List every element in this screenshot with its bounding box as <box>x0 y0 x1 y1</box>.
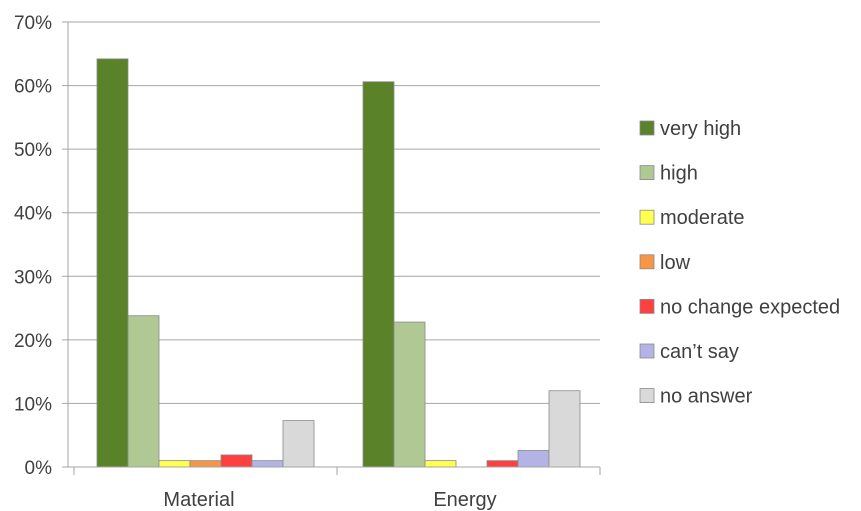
bar-high-energy <box>393 321 426 468</box>
y-tick-label: 30% <box>14 267 52 288</box>
y-tick-label: 50% <box>14 140 52 161</box>
legend-swatch <box>639 209 655 225</box>
bar-can-t-say-energy <box>517 450 550 468</box>
bar-moderate-energy <box>424 460 457 468</box>
y-tick-label: 0% <box>25 458 53 479</box>
legend: very high high moderate low no change expect… <box>639 118 840 408</box>
bar-no-change-expected-energy <box>486 460 519 468</box>
legend-label: can’t say <box>660 341 739 363</box>
legend-label: moderate <box>660 207 745 229</box>
y-tick-label: 40% <box>14 204 52 225</box>
bar-very-high-material <box>96 58 129 468</box>
y-tick-label: 60% <box>14 77 52 98</box>
x-tick-label: Energy <box>433 489 496 511</box>
x-axis-tick-labels: Material Energy <box>163 489 496 511</box>
legend-swatch <box>639 298 655 314</box>
legend-swatch <box>639 388 655 404</box>
axes <box>67 22 601 475</box>
bar-no-answer-energy <box>548 390 581 468</box>
bar-no-change-expected-material <box>220 454 253 468</box>
legend-swatch <box>639 165 655 181</box>
legend-swatch <box>639 254 655 270</box>
x-tick-label: Material <box>163 489 234 511</box>
bar-can-t-say-material <box>251 460 284 468</box>
bar-very-high-energy <box>362 81 395 468</box>
legend-label: high <box>660 163 698 185</box>
bar-no-answer-material <box>282 420 315 468</box>
bar-high-material <box>127 315 160 468</box>
legend-label: very high <box>660 118 741 140</box>
legend-label: no change expected <box>660 296 840 318</box>
bar-low-material <box>189 460 222 468</box>
y-tick-label: 10% <box>14 394 52 415</box>
legend-label: no answer <box>660 386 753 408</box>
legend-swatch <box>639 343 655 359</box>
y-tick-label: 70% <box>14 13 52 34</box>
bar-moderate-material <box>158 460 191 468</box>
legend-label: low <box>660 252 691 274</box>
legend-swatch <box>639 120 655 136</box>
y-tick-label: 20% <box>14 331 52 352</box>
y-axis-tick-labels: 0% 10% 20% 30% 40% 50% 60% 70% <box>14 13 52 479</box>
bar-series <box>96 58 581 468</box>
